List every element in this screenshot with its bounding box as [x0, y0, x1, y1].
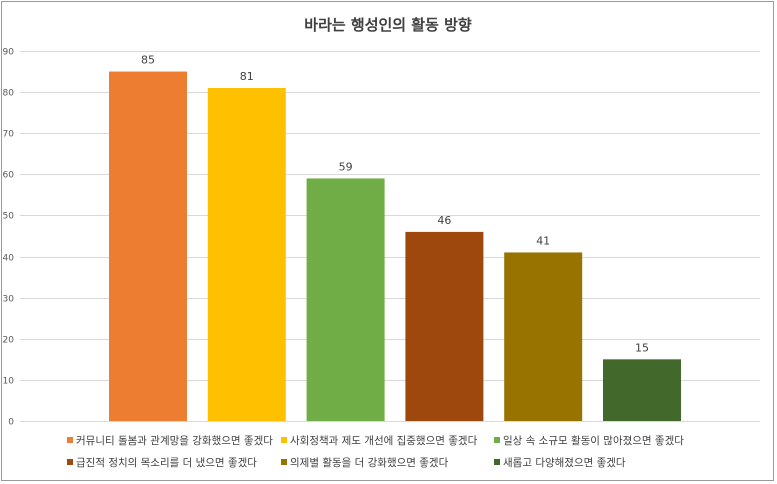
legend-swatch [67, 437, 73, 443]
legend: 커뮤니티 돌봄과 관계망을 강화했으면 좋겠다 사회정책과 제도 개선에 집중했으… [67, 434, 684, 469]
data-label: 59 [339, 160, 353, 173]
chart-title: 바라는 행성인의 활동 방향 [304, 16, 472, 34]
legend-entry: 급진적 정치의 목소리를 더 냈으면 좋겠다 [76, 457, 257, 469]
y-tick-label: 40 [3, 254, 15, 264]
data-label: 15 [635, 341, 649, 354]
y-tick-label: 10 [3, 377, 15, 387]
bar [306, 178, 385, 421]
y-tick-label: 50 [3, 212, 15, 222]
y-tick-label: 0 [8, 418, 14, 428]
legend-entry: 사회정책과 제도 개선에 집중했으면 좋겠다 [290, 435, 478, 447]
y-axis-ticks: 0 10 20 30 40 50 60 70 80 90 [3, 48, 15, 428]
bars [109, 71, 681, 422]
data-label: 46 [437, 214, 451, 227]
legend-entry: 새롭고 다양해졌으면 좋겠다 [503, 456, 626, 469]
legend-entry: 커뮤니티 돌봄과 관계망을 강화했으면 좋겠다 [76, 435, 273, 447]
data-label: 85 [141, 54, 155, 67]
legend-swatch [494, 459, 500, 465]
legend-entry: 의제별 활동을 더 강화했으면 좋겠다 [290, 456, 449, 469]
legend-entry: 일상 속 소규모 활동이 많아졌으면 좋겠다 [503, 434, 684, 447]
data-label: 81 [240, 70, 254, 83]
bar [603, 359, 681, 421]
y-tick-label: 90 [3, 48, 15, 58]
y-tick-label: 20 [3, 336, 15, 346]
y-tick-label: 80 [3, 89, 15, 99]
y-tick-label: 70 [3, 130, 15, 140]
legend-swatch [67, 459, 73, 465]
legend-swatch [281, 437, 287, 443]
legend-swatch [494, 437, 500, 443]
legend-swatch [281, 459, 287, 465]
bar [109, 71, 187, 422]
data-labels: 85 81 59 46 41 15 [141, 54, 649, 355]
data-label: 41 [536, 234, 550, 247]
y-tick-label: 30 [3, 295, 15, 305]
bar [207, 88, 286, 421]
bar [504, 252, 583, 421]
bar [405, 231, 484, 421]
y-tick-label: 60 [3, 171, 15, 181]
